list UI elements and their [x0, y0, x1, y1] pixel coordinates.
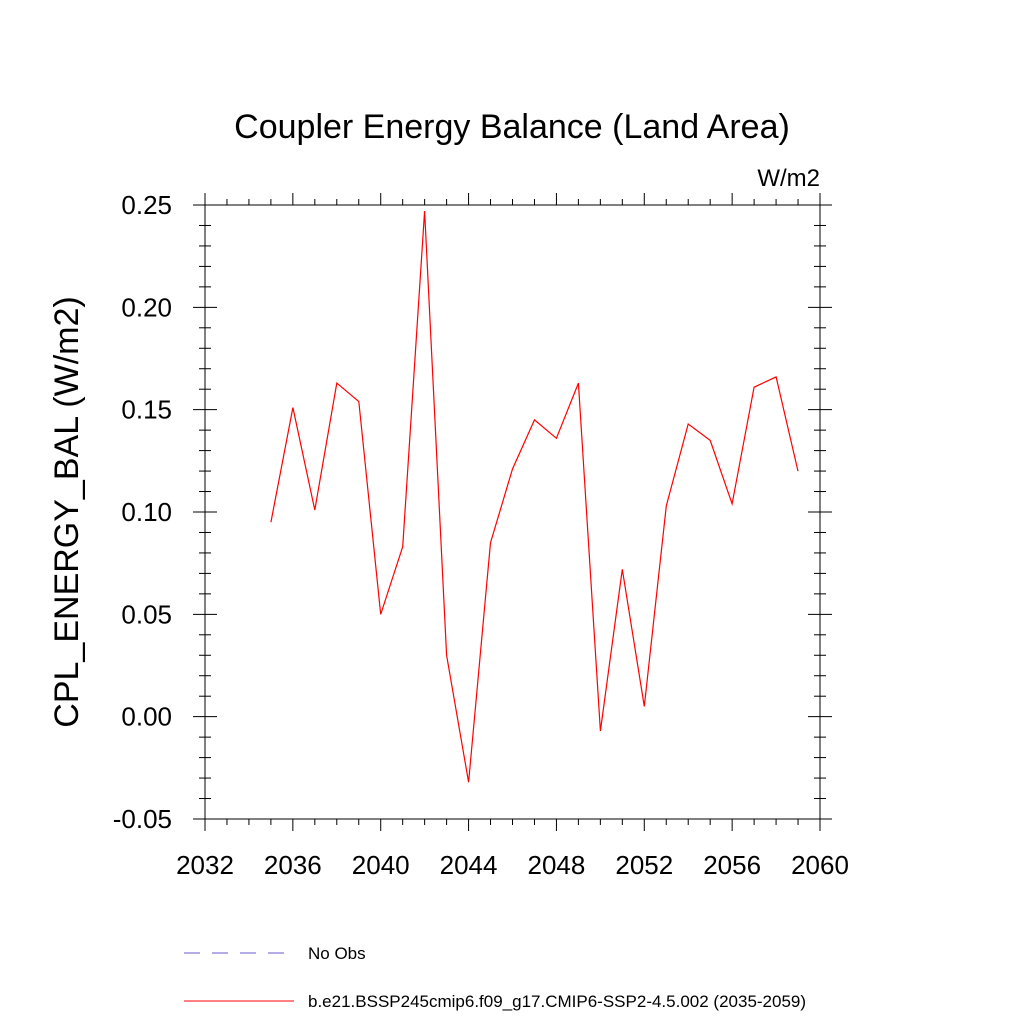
chart-title: Coupler Energy Balance (Land Area)	[234, 108, 790, 146]
x-tick-label: 2052	[615, 850, 673, 880]
plot-frame	[204, 204, 821, 820]
axis-ticks	[193, 193, 832, 831]
x-tick-label: 2060	[791, 850, 849, 880]
x-tick-label: 2056	[703, 850, 761, 880]
y-axis-label: CPL_ENERGY_BAL (W/m2)	[48, 296, 86, 727]
x-tick-label: 2048	[528, 850, 586, 880]
units-label: W/m2	[757, 165, 820, 192]
y-tick-label: 0.25	[121, 190, 172, 220]
legend-label: No Obs	[308, 944, 366, 963]
x-tick-label: 2036	[264, 850, 322, 880]
y-tick-label: 0.05	[121, 599, 172, 629]
y-tick-label: 0.10	[121, 497, 172, 527]
legend-label: b.e21.BSSP245cmip6.f09_g17.CMIP6-SSP2-4.…	[308, 992, 806, 1011]
series-line	[270, 211, 799, 783]
y-tick-label: 0.00	[121, 702, 172, 732]
legend: No Obs b.e21.BSSP245cmip6.f09_g17.CMIP6-S…	[184, 944, 806, 1011]
y-tick-label: 0.20	[121, 292, 172, 322]
y-tick-label: -0.05	[113, 804, 172, 834]
series-layer	[270, 211, 799, 783]
x-tick-label: 2032	[176, 850, 234, 880]
y-tick-label: 0.15	[121, 395, 172, 425]
x-tick-label: 2040	[352, 850, 410, 880]
axis-tick-labels: 2032 2036 2040 2044 2048 2052 2056 2060 -0.05 0.0…	[113, 190, 849, 880]
x-tick-label: 2044	[440, 850, 498, 880]
